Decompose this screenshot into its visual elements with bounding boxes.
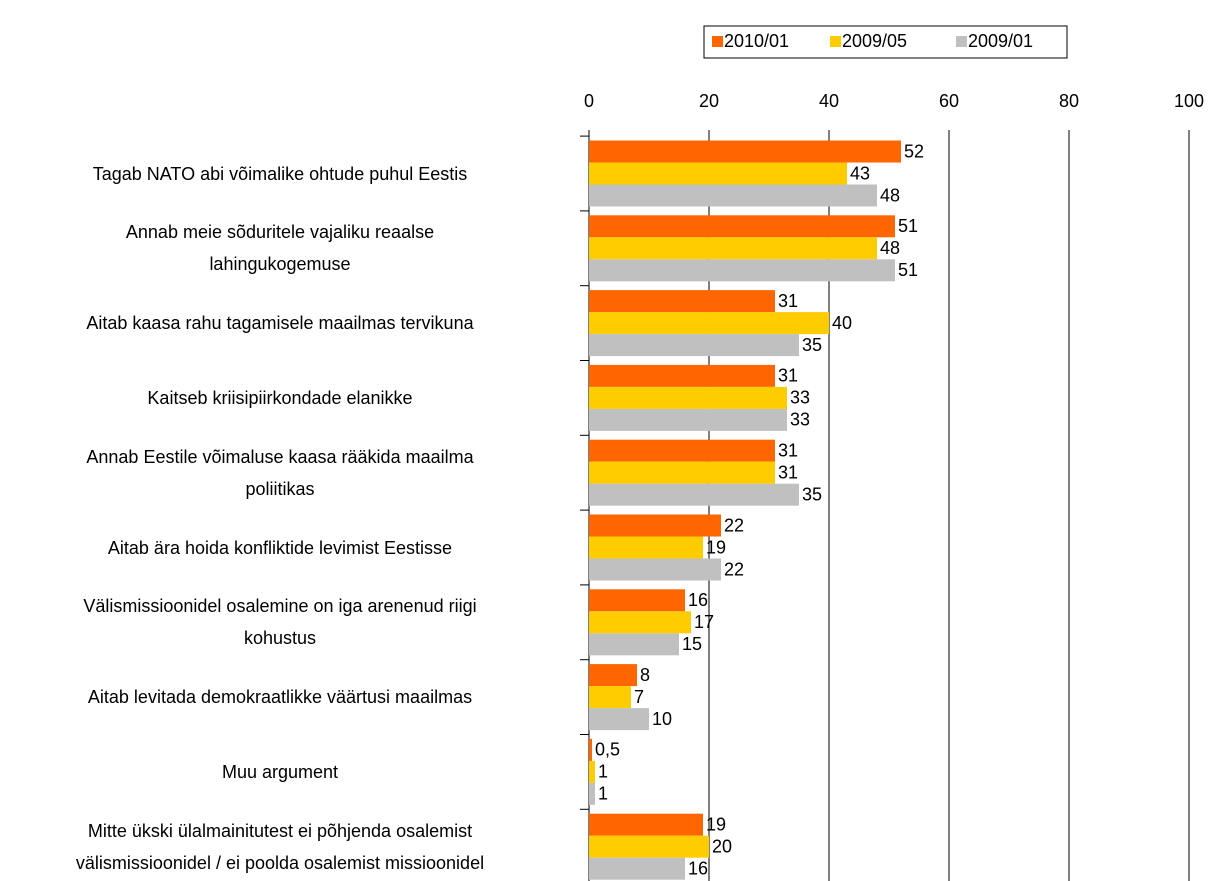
x-tick-label: 40 <box>819 91 839 111</box>
data-label: 31 <box>778 366 798 386</box>
data-label: 31 <box>778 291 798 311</box>
data-label: 19 <box>706 814 726 834</box>
category-label: Tagab NATO abi võimalike ohtude puhul Ee… <box>92 163 468 184</box>
x-tick-label: 20 <box>699 91 719 111</box>
data-label: 7 <box>634 687 644 707</box>
bar <box>589 857 685 880</box>
data-label: 16 <box>688 858 708 878</box>
bar <box>589 162 847 185</box>
data-label: 48 <box>880 238 900 258</box>
data-label: 51 <box>898 216 918 236</box>
bar <box>589 813 703 836</box>
bar <box>589 611 691 634</box>
data-label: 33 <box>790 388 810 408</box>
data-label: 0,5 <box>595 740 620 760</box>
bar <box>589 259 895 282</box>
data-label: 16 <box>688 590 708 610</box>
bar <box>589 461 775 484</box>
category-label: Mitte ükski ülalmainitutest ei põhjenda … <box>75 820 485 873</box>
data-label: 15 <box>682 634 702 654</box>
data-label: 1 <box>598 784 608 804</box>
category-label: Muu argument <box>221 761 339 782</box>
bar <box>589 558 721 581</box>
data-label: 52 <box>904 141 924 161</box>
category-label: Annab meie sõduritele vajaliku reaalse l… <box>125 222 435 275</box>
data-label: 48 <box>880 185 900 205</box>
bar <box>589 290 775 313</box>
bar <box>589 760 595 783</box>
legend-swatch <box>830 36 841 47</box>
bar <box>589 215 895 238</box>
data-label: 35 <box>802 335 822 355</box>
bar <box>589 364 775 387</box>
data-label: 22 <box>724 515 744 535</box>
bar <box>589 835 709 858</box>
bar <box>589 237 877 260</box>
data-label: 20 <box>712 836 732 856</box>
data-label: 22 <box>724 559 744 579</box>
bar <box>589 483 799 506</box>
data-label: 35 <box>802 484 822 504</box>
data-label: 10 <box>652 709 672 729</box>
bar <box>589 140 901 163</box>
bar <box>589 514 721 537</box>
data-label: 31 <box>778 462 798 482</box>
bar <box>589 312 829 335</box>
legend-swatch <box>956 36 967 47</box>
data-label: 51 <box>898 260 918 280</box>
x-tick-label: 60 <box>939 91 959 111</box>
x-tick-label: 0 <box>584 91 594 111</box>
legend-swatch <box>712 36 723 47</box>
bar <box>589 386 787 409</box>
category-label: Aitab ära hoida konfliktide levimist Ees… <box>107 537 453 558</box>
legend-box <box>703 25 1068 59</box>
x-tick-label: 100 <box>1174 91 1204 111</box>
data-label: 17 <box>694 612 714 632</box>
data-label: 19 <box>706 537 726 557</box>
data-label: 8 <box>640 665 650 685</box>
category-label: Aitab levitada demokraatlikke väärtusi m… <box>87 687 473 708</box>
category-label: Annab Eestile võimaluse kaasa rääkida ma… <box>86 446 474 499</box>
bar <box>589 334 799 357</box>
bar <box>589 633 679 656</box>
bar <box>589 439 775 462</box>
category-label: Kaitseb kriisipiirkondade elanikke <box>147 387 413 408</box>
legend-label: 2010/01 <box>724 31 789 51</box>
data-label: 1 <box>598 762 608 782</box>
data-label: 40 <box>832 313 852 333</box>
bar <box>589 184 877 207</box>
legend-label: 2009/05 <box>842 31 907 51</box>
data-label: 43 <box>850 163 870 183</box>
data-label: 33 <box>790 410 810 430</box>
x-tick-label: 80 <box>1059 91 1079 111</box>
bar <box>589 589 685 612</box>
bar <box>589 408 787 431</box>
legend-label: 2009/01 <box>968 31 1033 51</box>
bar <box>589 686 631 709</box>
bar <box>589 664 637 687</box>
category-label: Aitab kaasa rahu tagamisele maailmas ter… <box>86 313 474 334</box>
data-label: 31 <box>778 440 798 460</box>
category-label: Välismissioonidel osalemine on iga arene… <box>83 596 477 649</box>
bar <box>589 738 592 761</box>
bar <box>589 708 649 731</box>
bar <box>589 782 595 805</box>
bar <box>589 536 703 559</box>
